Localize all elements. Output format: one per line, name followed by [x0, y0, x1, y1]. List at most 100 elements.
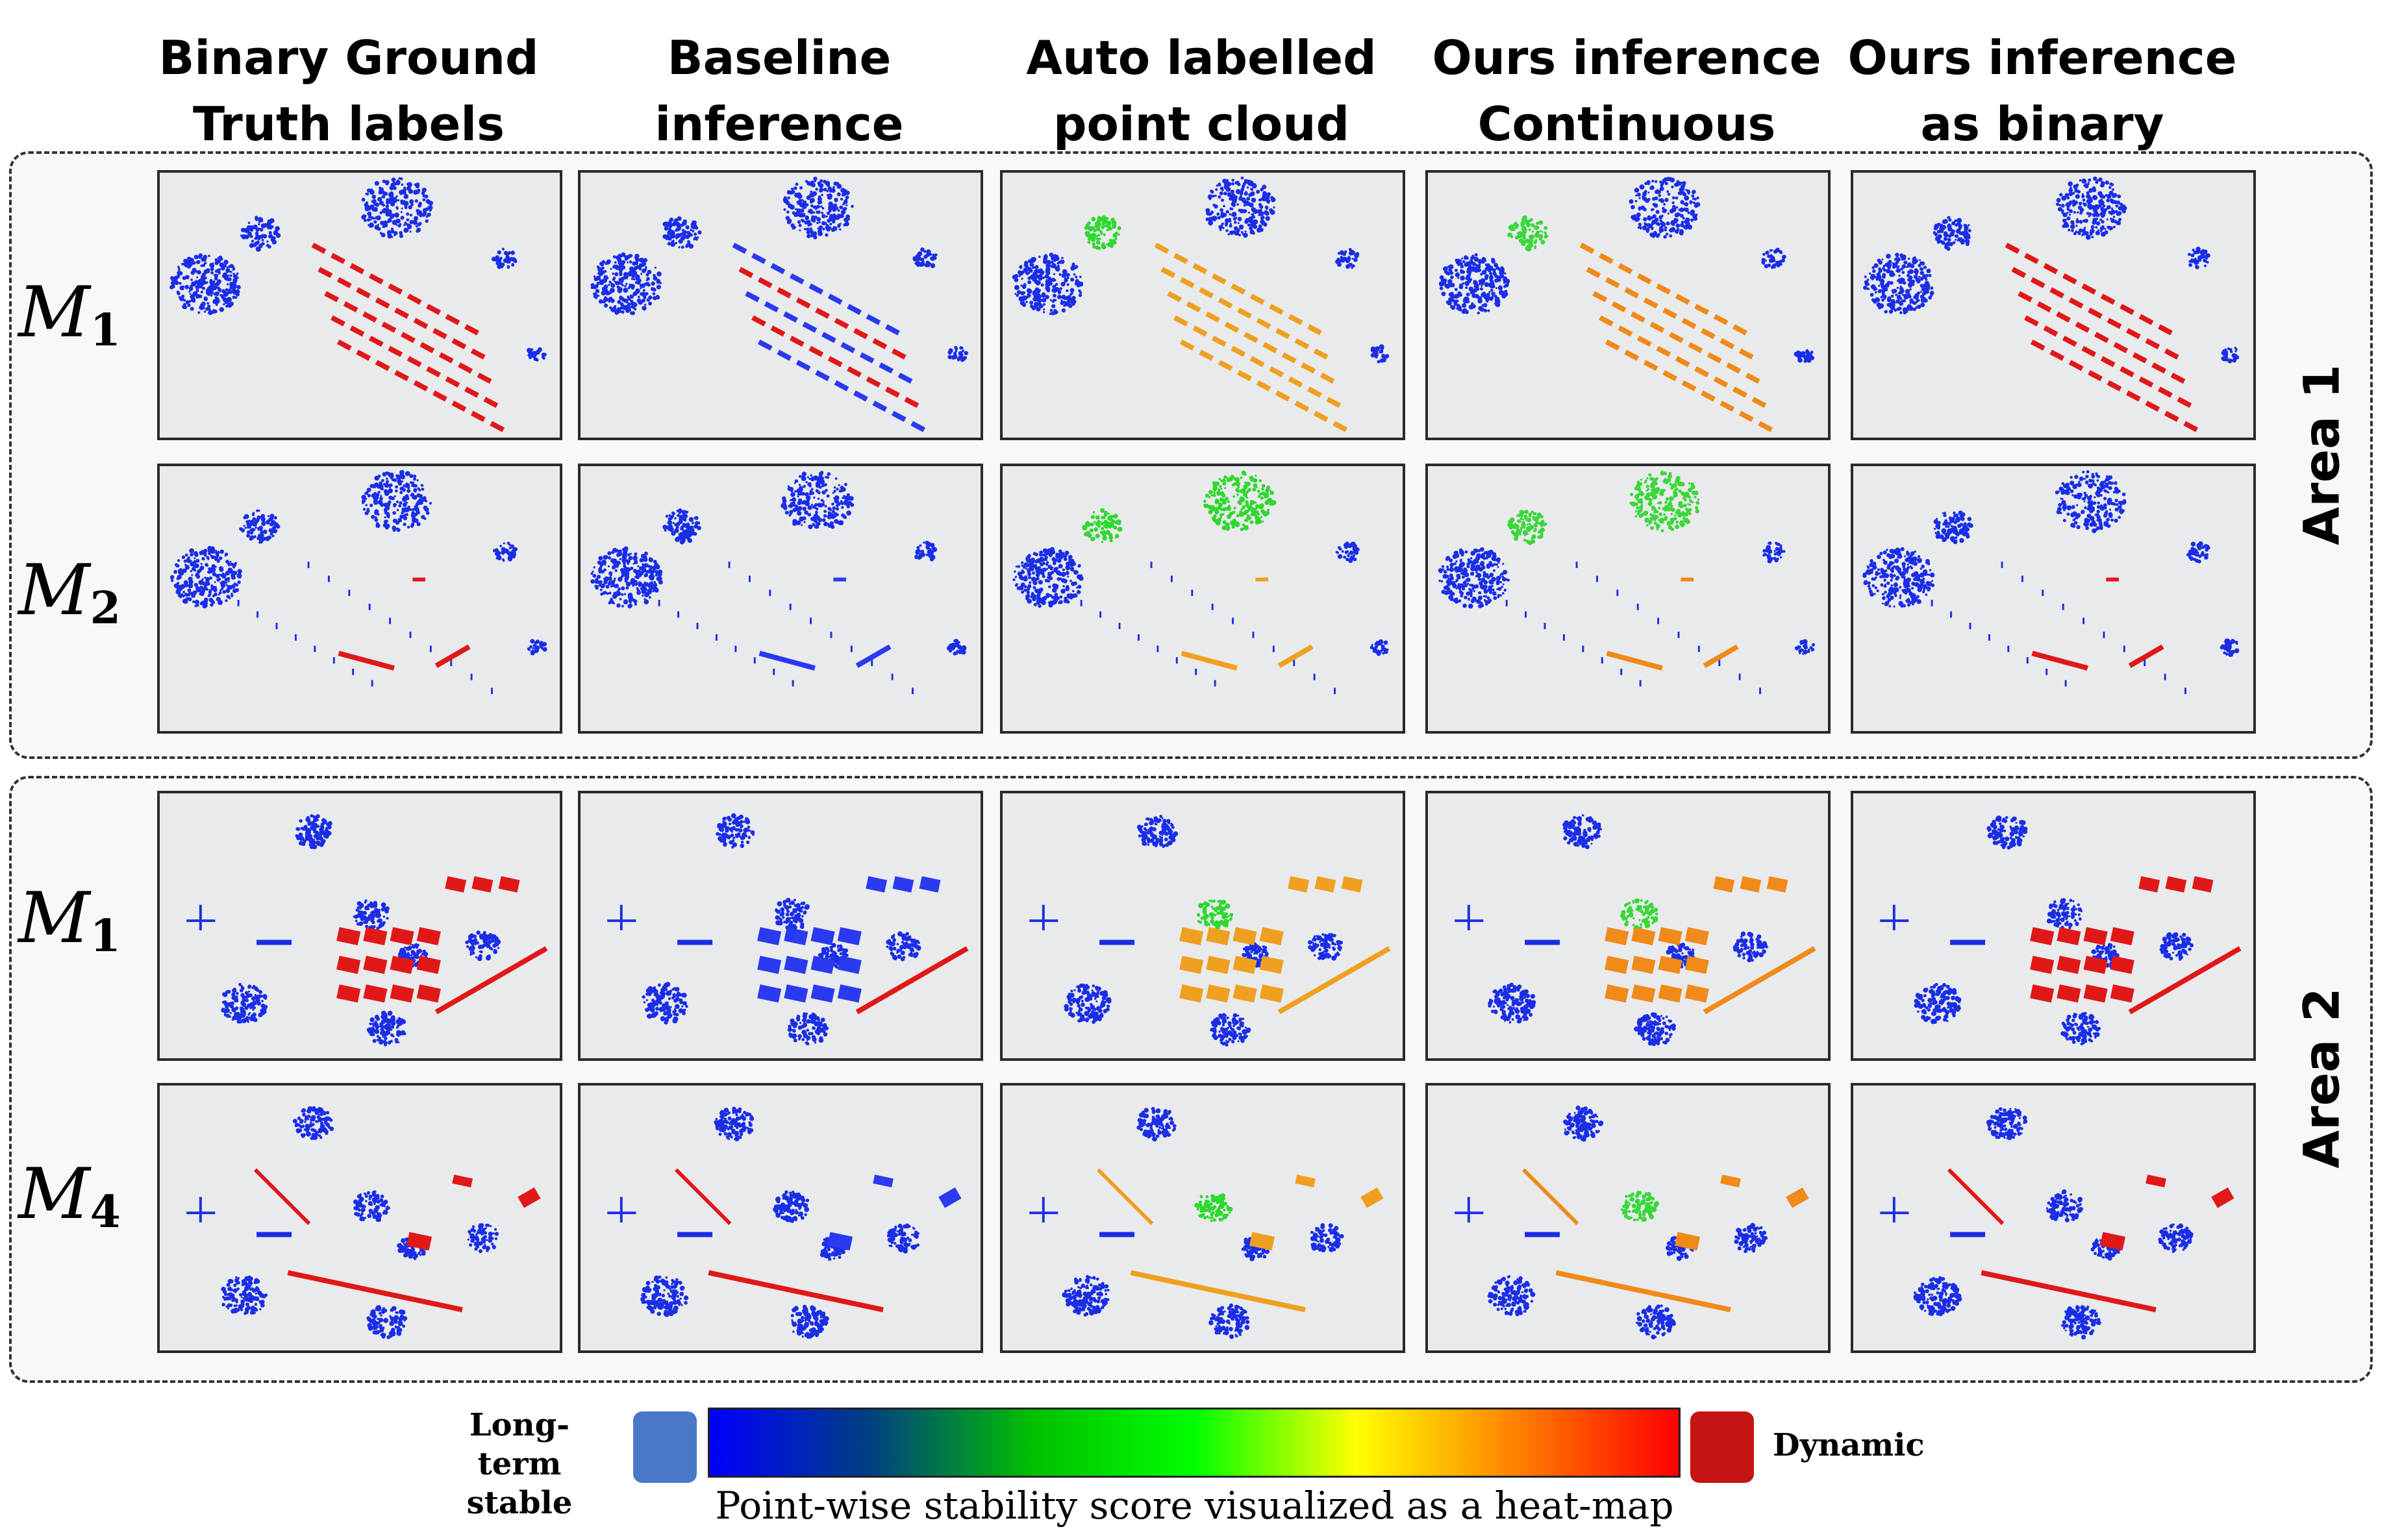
tree-cluster — [1438, 253, 1510, 315]
parked-car — [1179, 984, 1204, 1003]
parked-car — [1738, 348, 1754, 360]
parked-car — [784, 956, 808, 975]
vehicle-trace — [1703, 644, 1739, 668]
bench-trace — [1525, 1232, 1560, 1237]
point-cloud-image — [1455, 1105, 1809, 1339]
row-label-area1-m2: M2 — [18, 545, 148, 636]
parked-car — [470, 410, 486, 422]
parked-car — [1786, 1187, 1809, 1208]
parked-car — [490, 421, 505, 432]
parked-car — [2043, 263, 2058, 275]
parked-car — [343, 301, 358, 313]
panel-binary-gt-row4 — [157, 1083, 562, 1353]
pole — [677, 611, 680, 618]
pole — [470, 673, 473, 680]
parked-car — [1320, 372, 1335, 384]
pole — [1099, 611, 1102, 618]
parked-car — [426, 366, 441, 378]
parked-car — [2088, 370, 2103, 382]
pole — [1191, 590, 1194, 597]
column-header-line1: Binary Ground — [158, 31, 539, 85]
pole — [327, 575, 330, 582]
column-header-line2: inference — [655, 97, 904, 151]
point-cloud-image — [1863, 176, 2240, 432]
vehicle-trace — [758, 651, 816, 671]
parked-car — [2100, 293, 2116, 305]
parked-car — [1694, 304, 1709, 316]
pole — [658, 599, 660, 606]
column-header-binary-gt: Binary Ground Truth labels — [141, 25, 557, 157]
pole — [368, 603, 371, 610]
parked-car — [1211, 336, 1227, 347]
pole — [2001, 562, 2003, 568]
parked-car — [808, 345, 824, 357]
panel-baseline-row3 — [578, 791, 983, 1061]
parked-car — [1307, 324, 1322, 336]
parked-car — [368, 273, 384, 285]
pole — [1601, 657, 1603, 664]
trail-trace — [1703, 946, 1816, 1015]
parked-car — [1605, 277, 1620, 288]
parked-car — [2024, 253, 2039, 264]
tree-cluster — [662, 216, 702, 249]
vehicle-trace — [434, 644, 471, 668]
parked-car — [419, 342, 435, 353]
tree — [1913, 1276, 1962, 1317]
pole — [734, 645, 737, 652]
legend-stable-swatch — [633, 1411, 697, 1483]
point-cloud-image — [1455, 814, 1816, 1047]
parked-car — [872, 401, 888, 412]
tree-cluster — [1794, 349, 1814, 363]
parked-car — [1167, 291, 1182, 303]
trail-trace — [1130, 1270, 1306, 1313]
panel-baseline-row2 — [578, 464, 983, 734]
tree-cluster — [912, 247, 938, 269]
point-cloud-image — [186, 1106, 541, 1339]
parked-car — [1649, 321, 1665, 333]
tree-cluster — [662, 508, 701, 545]
parked-car — [1707, 352, 1722, 364]
pole — [275, 623, 278, 630]
vehicle-trace — [2106, 577, 2120, 582]
tree-cluster — [781, 471, 855, 530]
row-label-subscript: 2 — [90, 582, 121, 634]
pole — [1575, 562, 1578, 568]
tree-cluster — [1084, 215, 1121, 250]
tree — [790, 1304, 829, 1339]
area-2-label-text: Area 2 — [2292, 987, 2351, 1169]
parked-car — [1179, 339, 1195, 351]
parked-car — [1675, 293, 1690, 305]
panel-ours-binary-row3 — [1851, 791, 2256, 1061]
parked-car — [1218, 360, 1233, 371]
tree — [714, 1106, 755, 1141]
parked-car — [1307, 386, 1322, 398]
parked-car — [2192, 876, 2214, 893]
pole — [1677, 632, 1680, 638]
bench-trace — [1099, 939, 1135, 945]
tree — [1208, 1303, 1250, 1339]
parked-car — [438, 352, 454, 364]
pole — [2103, 632, 2105, 638]
pole — [891, 673, 894, 680]
parked-car — [1636, 273, 1652, 285]
parked-car — [432, 328, 447, 340]
panel-auto-labelled-row3 — [1000, 791, 1405, 1061]
parked-car — [1275, 390, 1290, 402]
trail-trace — [287, 1270, 463, 1313]
tree-cluster — [1203, 470, 1277, 531]
parked-car — [2075, 321, 2090, 333]
legend-dynamic-label: Dynamic — [1773, 1427, 1925, 1463]
vehicle-trace — [1606, 651, 1663, 671]
parked-car — [815, 370, 830, 382]
point-cloud-image — [1862, 470, 2240, 695]
tree — [295, 814, 332, 850]
pole — [237, 599, 240, 606]
parked-car — [1244, 332, 1258, 343]
parked-car — [879, 362, 894, 374]
parked-car — [777, 287, 792, 299]
parked-car — [336, 956, 361, 975]
pole — [1232, 617, 1234, 625]
tree — [221, 1275, 268, 1315]
bench-trace — [1950, 1232, 1986, 1237]
parked-car — [349, 325, 365, 337]
